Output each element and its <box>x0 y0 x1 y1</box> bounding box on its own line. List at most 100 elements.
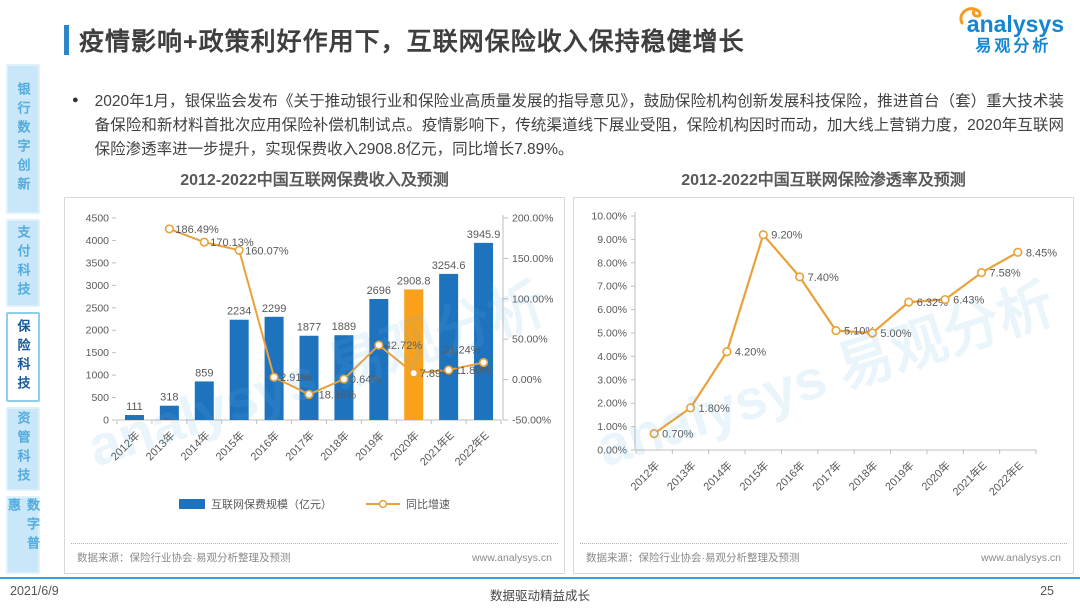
growth-point <box>269 372 279 382</box>
source-text: 数据来源：保险行业协会·易观分析整理及预测 <box>586 552 800 564</box>
logo-text: analysys <box>966 11 1064 37</box>
bar-2014年 <box>194 381 214 420</box>
svg-text:3500: 3500 <box>86 257 110 269</box>
svg-text:2021年E: 2021年E <box>417 428 457 468</box>
svg-text:6.32%: 6.32% <box>917 297 948 309</box>
svg-text:2022年E: 2022年E <box>986 458 1026 498</box>
svg-text:3000: 3000 <box>86 280 110 292</box>
bar-2017年 <box>299 335 319 420</box>
logo-wordmark: analysys <box>959 7 1064 37</box>
revenue-chart-box: analysys 易观分析 05001000150020002500300035… <box>64 197 565 574</box>
sidebar-tab-2[interactable]: 支付科技 <box>6 219 40 307</box>
bar-2022年E <box>474 242 494 420</box>
website-link[interactable]: www.analysys.cn <box>981 551 1061 564</box>
growth-point <box>444 365 454 375</box>
legend-line-swatch <box>366 499 400 509</box>
svg-text:2013年: 2013年 <box>664 458 699 493</box>
svg-text:21.24%: 21.24% <box>443 344 481 356</box>
svg-text:2.91%: 2.91% <box>280 372 311 384</box>
growth-point <box>478 357 489 368</box>
svg-text:2018年: 2018年 <box>317 428 352 463</box>
bar-2013年 <box>159 405 179 420</box>
svg-text:200.00%: 200.00% <box>512 213 553 225</box>
sidebar-tab-3[interactable]: 保险科技 <box>6 312 40 402</box>
penetration-chart: 0.00% 1.00% 2.00% 3.00% 4.00% 5.00% 6.00% 7.00%… <box>580 204 1067 520</box>
sidebar-tab-4[interactable]: 资管科技 <box>6 407 40 491</box>
growth-point <box>409 368 419 378</box>
logo-chinese: 易观分析 <box>975 38 1052 56</box>
footer-slogan: 数据驱动精益成长 <box>489 589 591 603</box>
svg-text:7.00%: 7.00% <box>597 281 627 293</box>
svg-text:186.49%: 186.49% <box>175 224 219 236</box>
svg-text:0.00%: 0.00% <box>597 445 627 457</box>
bar-2016年 <box>264 316 284 420</box>
svg-text:2012年: 2012年 <box>627 458 662 493</box>
penetration-point <box>722 347 732 357</box>
svg-text:2015年: 2015年 <box>736 458 771 493</box>
svg-text:5.00%: 5.00% <box>597 328 627 340</box>
svg-text:318: 318 <box>160 392 178 404</box>
footer-date: 2021/6/9 <box>10 584 59 598</box>
svg-text:2299: 2299 <box>262 303 286 315</box>
svg-text:2022年E: 2022年E <box>451 428 491 468</box>
svg-text:1500: 1500 <box>86 347 110 359</box>
svg-text:9.20%: 9.20% <box>771 230 802 242</box>
svg-text:0.00%: 0.00% <box>512 374 542 386</box>
source-text: 数据来源：保险行业协会·易观分析整理及预测 <box>77 552 291 564</box>
svg-text:1000: 1000 <box>86 370 110 382</box>
penetration-chart-title: 2012-2022中国互联网保险渗透率及预测 <box>681 172 966 189</box>
penetration-point <box>795 272 805 282</box>
website-link[interactable]: www.analysys.cn <box>472 551 552 564</box>
footer-page-number: 25 <box>1040 584 1054 598</box>
penetration-point <box>1013 247 1023 257</box>
svg-text:3254.6: 3254.6 <box>432 260 466 272</box>
svg-text:2020年: 2020年 <box>387 428 422 463</box>
svg-text:5.10%: 5.10% <box>844 326 875 338</box>
svg-text:0.64%: 0.64% <box>350 374 381 386</box>
svg-text:859: 859 <box>195 367 213 379</box>
svg-text:1877: 1877 <box>297 322 321 334</box>
revenue-chart-source-row: 数据来源：保险行业协会·易观分析整理及预测 www.analysys.cn <box>71 543 558 573</box>
svg-text:6.43%: 6.43% <box>953 295 984 307</box>
svg-text:50.00%: 50.00% <box>512 334 548 346</box>
svg-text:2012年: 2012年 <box>108 428 143 463</box>
sidebar-tab-5[interactable]: 数字普惠 <box>6 496 40 574</box>
bar-2019年 <box>369 298 389 420</box>
header: 疫情影响+政策利好作用下，互联网保险收入保持稳健增长 <box>64 22 930 58</box>
svg-text:6.00%: 6.00% <box>597 304 627 316</box>
svg-text:500: 500 <box>91 392 109 404</box>
svg-text:0.70%: 0.70% <box>662 429 693 441</box>
summary-bullet: ● 2020年1月，银保监会发布《关于推动银行业和保险业高质量发展的指导意见》，… <box>72 90 1064 162</box>
svg-text:2016年: 2016年 <box>247 428 282 463</box>
bar-2015年 <box>229 319 249 420</box>
growth-line <box>169 227 484 396</box>
svg-text:11.89%: 11.89% <box>455 365 492 377</box>
svg-text:7.40%: 7.40% <box>808 272 839 284</box>
svg-text:3945.9: 3945.9 <box>467 229 501 241</box>
svg-text:7.58%: 7.58% <box>989 268 1020 280</box>
growth-point <box>339 374 349 384</box>
legend-item-bar: 互联网保费规模（亿元） <box>179 496 332 512</box>
penetration-point <box>649 429 659 439</box>
logo-swoosh-icon <box>959 7 982 25</box>
svg-text:170.13%: 170.13% <box>210 237 254 249</box>
svg-text:111: 111 <box>126 401 143 413</box>
svg-text:2.00%: 2.00% <box>597 398 627 410</box>
svg-text:2016年: 2016年 <box>773 458 808 493</box>
bar-2020年 <box>404 289 424 420</box>
svg-text:2021年E: 2021年E <box>949 458 989 498</box>
svg-text:2014年: 2014年 <box>700 458 735 493</box>
revenue-chart-title: 2012-2022中国互联网保费收入及预测 <box>180 172 449 189</box>
penetration-point <box>831 326 841 336</box>
svg-text:2015年: 2015年 <box>212 428 247 463</box>
svg-text:3.00%: 3.00% <box>597 374 627 386</box>
title-accent-bar <box>64 25 69 55</box>
sidebar-tab-1[interactable]: 银行数字创新 <box>6 64 40 214</box>
page-title: 疫情影响+政策利好作用下，互联网保险收入保持稳健增长 <box>79 28 745 56</box>
bar-2012年 <box>124 415 144 420</box>
analysys-logo: analysys 易观分析 <box>959 7 1064 56</box>
penetration-chart-box: analysys 易观分析 0.00% 1.00% 2.00% 3.00% 4.00% 5… <box>573 197 1074 574</box>
svg-text:10.00%: 10.00% <box>591 211 627 223</box>
svg-text:2014年: 2014年 <box>177 428 212 463</box>
penetration-chart-source-row: 数据来源：保险行业协会·易观分析整理及预测 www.analysys.cn <box>580 543 1067 573</box>
